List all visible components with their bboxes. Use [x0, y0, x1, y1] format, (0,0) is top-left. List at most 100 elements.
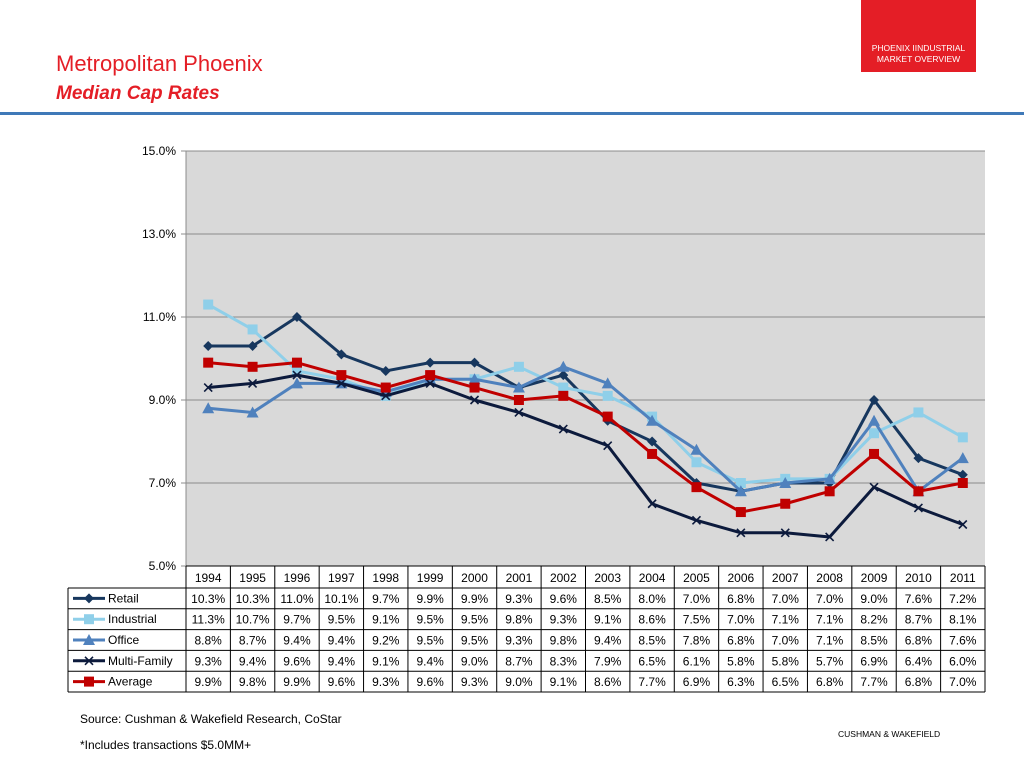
data-point-retail [425, 357, 436, 368]
data-point-retail [380, 365, 391, 376]
data-point-retail [558, 370, 569, 381]
data-point-industrial [735, 478, 746, 488]
data-label-average: 7.0% [949, 675, 977, 689]
data-label-industrial: 9.5% [461, 613, 489, 627]
data-label-office: 7.0% [772, 634, 800, 648]
data-label-office: 9.4% [328, 634, 356, 648]
data-point-retail [247, 341, 258, 352]
legend-label-industrial: Industrial [108, 612, 157, 626]
data-point-average [336, 370, 347, 381]
data-label-office: 6.8% [905, 634, 933, 648]
data-point-office [512, 381, 525, 393]
data-point-average [780, 498, 791, 509]
data-point-office [202, 402, 215, 414]
data-label-office: 7.8% [683, 634, 711, 648]
x-category-label: 2002 [550, 571, 577, 585]
data-label-multi-family: 9.0% [461, 654, 489, 668]
data-label-average: 6.8% [816, 675, 844, 689]
data-point-multi-family [958, 519, 968, 530]
data-label-retail: 6.8% [727, 592, 755, 606]
data-label-office: 9.4% [594, 634, 622, 648]
data-label-average: 7.7% [860, 675, 888, 689]
section-badge: PHOENIX IINDUSTRIAL MARKET OVERVIEW [861, 0, 976, 72]
data-point-industrial [602, 390, 613, 401]
data-point-average [247, 361, 258, 372]
x-category-label: 2011 [950, 571, 976, 585]
data-label-multi-family: 7.9% [594, 654, 622, 668]
data-label-multi-family: 9.3% [195, 654, 223, 668]
data-label-average: 9.6% [416, 675, 444, 689]
data-label-average: 6.8% [905, 675, 933, 689]
data-label-average: 8.6% [594, 675, 622, 689]
data-point-multi-family [514, 407, 524, 418]
data-label-average: 9.3% [372, 675, 400, 689]
data-point-average [380, 382, 391, 393]
data-label-average: 9.0% [505, 675, 533, 689]
data-label-retail: 7.0% [816, 592, 844, 606]
x-category-label: 2006 [728, 571, 755, 585]
data-point-multi-family [736, 528, 746, 538]
data-point-average [558, 390, 569, 401]
data-label-industrial: 8.2% [860, 613, 888, 627]
data-label-multi-family: 9.4% [416, 654, 444, 668]
data-label-multi-family: 9.4% [328, 654, 356, 668]
data-label-retail: 7.0% [772, 592, 800, 606]
x-category-label: 1994 [195, 571, 222, 585]
data-point-retail [336, 349, 347, 360]
data-point-retail [647, 436, 658, 447]
data-label-office: 9.2% [372, 634, 400, 648]
x-category-label: 2004 [639, 571, 666, 585]
data-label-multi-family: 6.0% [949, 654, 977, 668]
data-label-average: 9.9% [283, 675, 311, 689]
data-point-multi-family [825, 532, 835, 542]
data-point-office [246, 406, 259, 418]
data-point-retail [869, 395, 880, 405]
data-point-multi-family [292, 370, 302, 380]
data-label-industrial: 9.7% [283, 613, 311, 627]
data-point-multi-family [780, 528, 790, 538]
x-category-label: 1996 [284, 571, 311, 585]
data-label-industrial: 8.6% [638, 613, 666, 627]
y-tick-label: 11.0% [143, 310, 176, 324]
data-label-office: 9.3% [505, 634, 533, 648]
x-category-label: 2001 [506, 571, 533, 585]
data-point-multi-family [425, 378, 435, 388]
data-point-office [868, 414, 881, 426]
plot-area [186, 151, 985, 566]
data-label-multi-family: 5.8% [772, 654, 800, 668]
data-label-multi-family: 6.4% [905, 654, 933, 668]
data-point-average [824, 486, 835, 497]
x-category-label: 1995 [239, 571, 266, 585]
data-point-industrial [513, 361, 524, 372]
data-label-multi-family: 8.3% [550, 654, 578, 668]
data-point-multi-family [248, 378, 258, 388]
data-label-industrial: 9.5% [416, 613, 444, 627]
x-category-label: 1998 [372, 571, 399, 585]
data-point-average [647, 448, 658, 459]
x-category-label: 1997 [328, 571, 355, 585]
data-label-industrial: 9.1% [372, 613, 400, 627]
data-label-average: 6.5% [772, 675, 800, 689]
legend-marker-office [83, 634, 95, 645]
data-label-office: 7.6% [949, 634, 977, 648]
data-point-industrial [247, 324, 258, 335]
data-point-multi-family [647, 499, 657, 509]
data-label-multi-family: 6.9% [860, 654, 888, 668]
data-point-average [602, 411, 613, 422]
data-point-multi-family [913, 503, 923, 513]
data-point-average [513, 395, 524, 405]
data-label-average: 9.8% [239, 675, 267, 689]
data-label-retail: 9.7% [372, 592, 400, 606]
data-label-multi-family: 6.5% [638, 654, 666, 668]
footnote: *Includes transactions $5.0MM+ [80, 738, 252, 752]
data-label-retail: 10.3% [236, 592, 270, 606]
x-category-label: 2010 [905, 571, 932, 585]
data-point-average [425, 370, 436, 381]
data-point-average [203, 357, 214, 368]
data-label-multi-family: 9.1% [372, 654, 400, 668]
data-point-average [735, 507, 746, 518]
data-label-retail: 9.9% [416, 592, 444, 606]
data-label-industrial: 8.1% [949, 613, 977, 627]
data-label-industrial: 9.1% [594, 613, 622, 627]
y-tick-label: 13.0% [142, 227, 176, 241]
